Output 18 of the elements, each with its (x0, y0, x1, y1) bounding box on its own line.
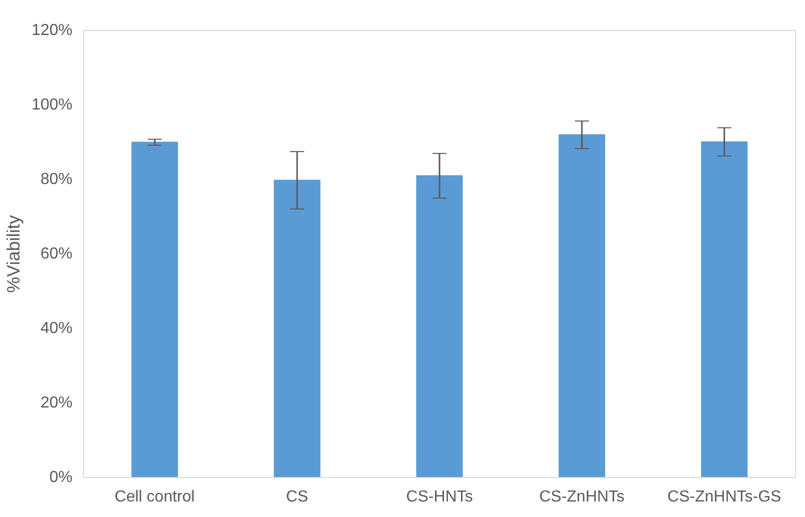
y-tick-label: 60% (40, 246, 73, 262)
bar (701, 141, 748, 478)
y-axis-title: %Viability (4, 215, 24, 293)
x-tick-label: Cell control (114, 488, 195, 506)
bar (131, 142, 178, 478)
bar (274, 180, 320, 478)
y-tick-label: 120% (32, 22, 72, 39)
y-tick-label: 100% (32, 96, 72, 114)
bar (558, 134, 606, 478)
y-tick-label: 0% (49, 469, 72, 486)
x-tick-label: CS-HNTs (406, 488, 473, 506)
x-tick-label: CS (286, 488, 308, 506)
bar (416, 175, 463, 478)
y-tick-label: 20% (40, 394, 73, 412)
x-tick-label: CS-ZnHNTs (539, 488, 625, 506)
x-tick-label: CS-ZnHNTs-GS (667, 488, 782, 506)
y-tick-label: 40% (40, 320, 73, 337)
y-tick-label: 80% (40, 171, 73, 188)
